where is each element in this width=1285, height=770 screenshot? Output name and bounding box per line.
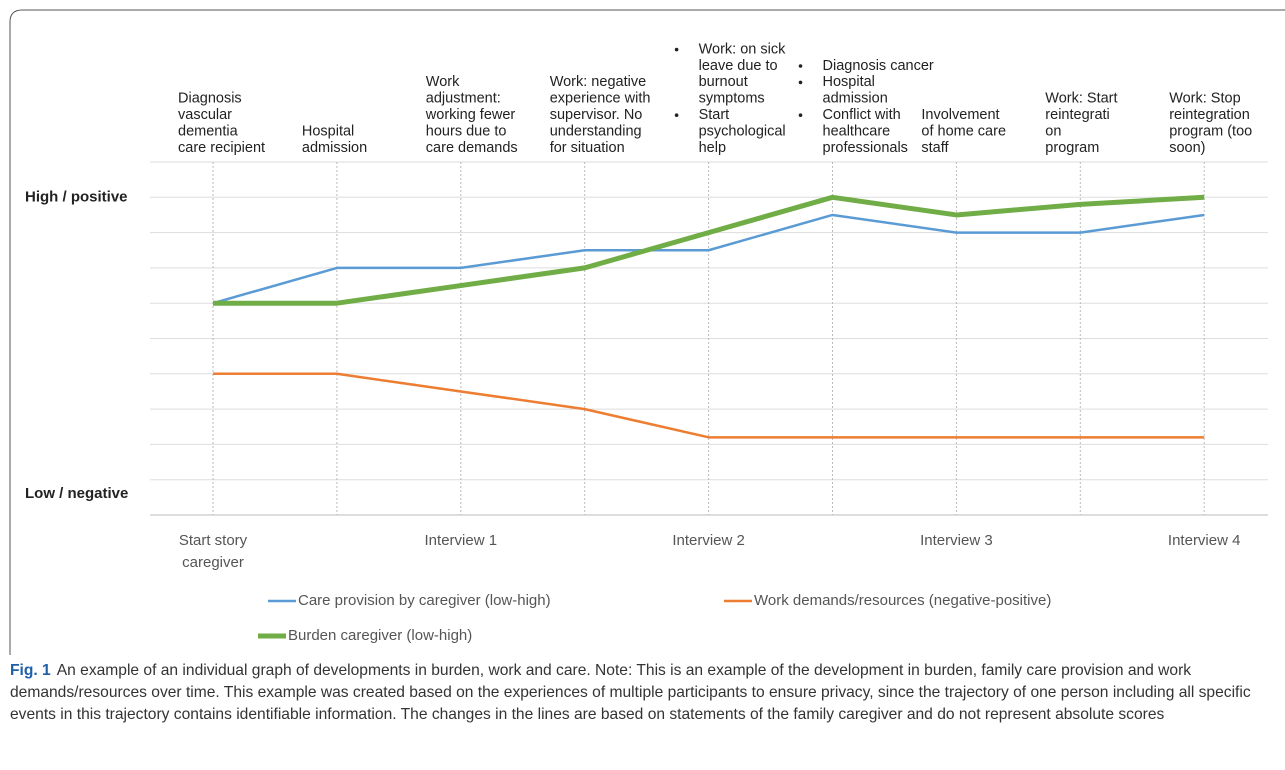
annotation: Conflict with (823, 107, 901, 123)
annotation: symptoms (699, 91, 765, 107)
annotation: vascular (178, 107, 232, 123)
chart: Low / negative High / positive Start story… (9, 9, 1285, 655)
annotation: supervisor. No (550, 107, 643, 123)
y-tick-label: Low / negative (25, 485, 128, 502)
figure-label: Fig. 1 (10, 662, 51, 679)
annotation: leave due to (699, 58, 778, 74)
annotation: experience with (550, 91, 651, 107)
tick-line: Start story (179, 532, 248, 549)
x-tick-label: Start story caregiver (179, 532, 248, 571)
annotation: healthcare (823, 123, 891, 139)
caption-text: An example of an individual graph of dev… (10, 662, 1251, 723)
annotation: soon) (1169, 140, 1205, 156)
bullet (674, 113, 679, 117)
annotation: reintegrati (1045, 107, 1109, 123)
caption: Fig. 1 An example of an individual graph … (10, 660, 1278, 726)
annotation: professionals (823, 140, 908, 156)
legend-label: Burden caregiver (low-high) (288, 627, 472, 644)
annotation: Work: negative (550, 74, 646, 90)
annotation: Hospital (823, 74, 875, 90)
x-tick-label: Interview 1 (425, 532, 498, 549)
x-tick-label: Interview 3 (920, 532, 993, 549)
x-tick-label: Interview 4 (1168, 532, 1241, 549)
annotation: hours due to (426, 123, 507, 139)
annotation: burnout (699, 74, 748, 90)
annotation: Work (426, 74, 460, 90)
annotation: working fewer (425, 107, 516, 123)
series-line (213, 372, 1205, 439)
annotation: Work: on sick (699, 41, 787, 57)
annotation: admission (823, 91, 888, 107)
x-tick-label: Interview 2 (672, 532, 745, 549)
annotation: of home care (921, 123, 1006, 139)
tick-line: caregiver (182, 554, 244, 571)
annotation: care demands (426, 140, 518, 156)
annotation: adjustment: (426, 91, 501, 107)
bullet (798, 113, 803, 117)
series-line (213, 194, 1205, 306)
annotation: Diagnosis (178, 91, 242, 107)
annotation: Work: Stop (1169, 91, 1240, 107)
annotation: for situation (550, 140, 625, 156)
annotation: on (1045, 123, 1061, 139)
annotation: help (699, 140, 726, 156)
annotation: reintegration (1169, 107, 1250, 123)
bullet (798, 64, 803, 68)
legend-label: Work demands/resources (negative-positiv… (754, 592, 1051, 609)
annotation: Start (699, 107, 730, 123)
annotation: program (1045, 140, 1099, 156)
annotation: staff (921, 140, 949, 156)
annotation: care recipient (178, 140, 265, 156)
annotation: psychological (699, 123, 786, 139)
legend-label: Care provision by caregiver (low-high) (298, 592, 551, 609)
annotation: program (too (1169, 123, 1252, 139)
frame (9, 9, 1285, 655)
annotation: Work: Start (1045, 91, 1117, 107)
series-line (212, 213, 1205, 305)
bullet (674, 47, 679, 52)
annotation: Hospital (302, 123, 354, 139)
annotation: understanding (550, 123, 642, 139)
annotation: admission (302, 140, 367, 156)
annotation: Involvement (921, 107, 999, 123)
annotation: Diagnosis cancer (823, 58, 934, 74)
bullet (798, 80, 803, 85)
y-tick-label: High / positive (25, 188, 128, 205)
annotation: dementia (178, 123, 239, 139)
